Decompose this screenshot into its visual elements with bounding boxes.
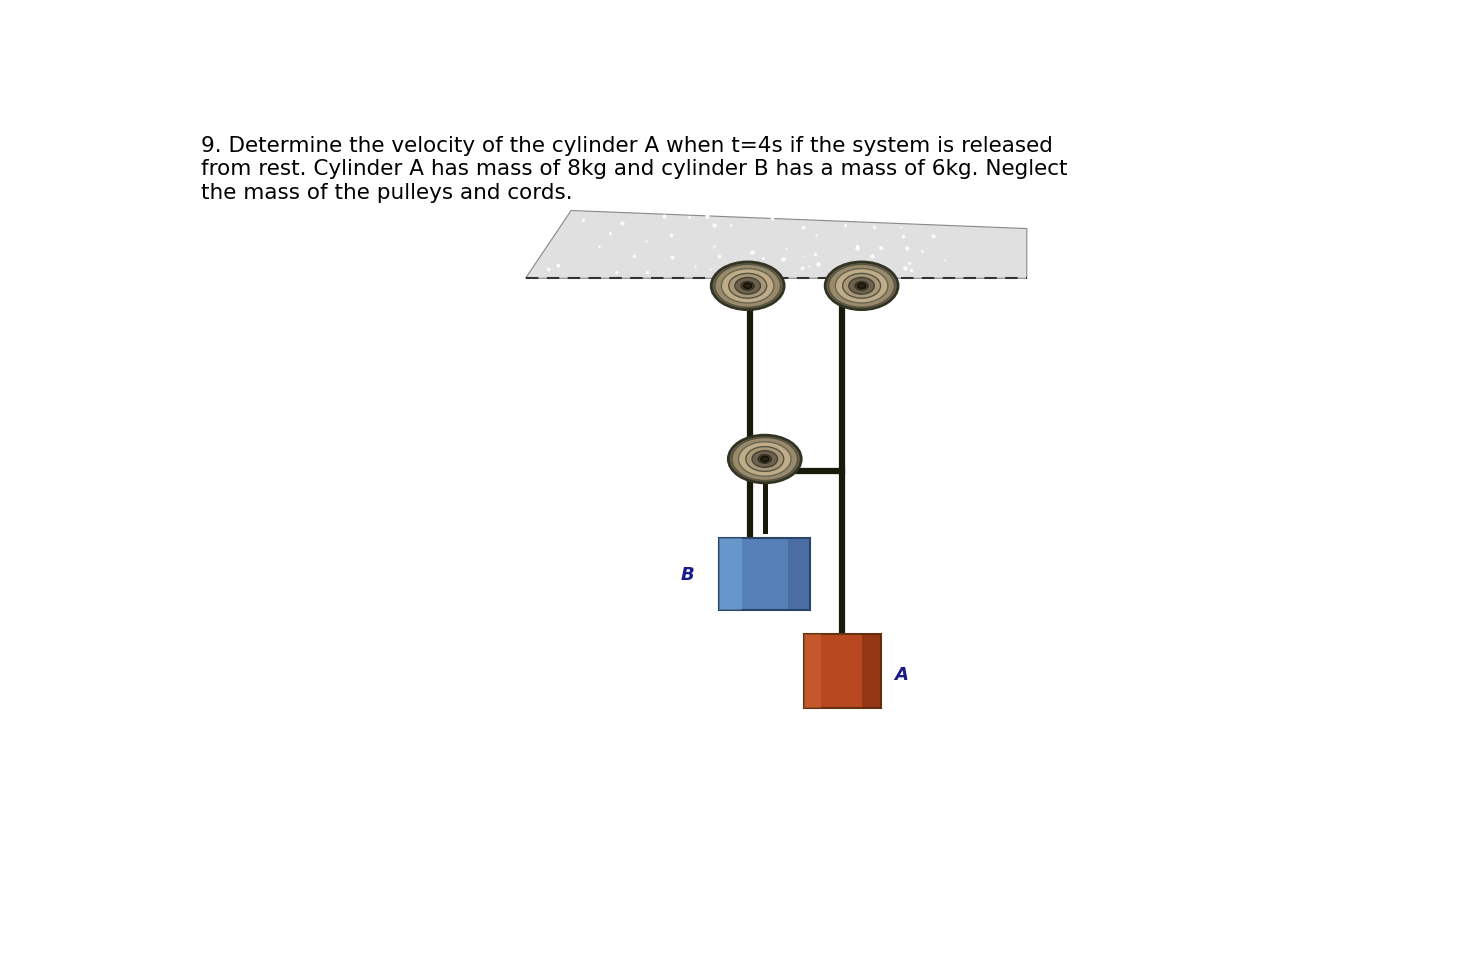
Ellipse shape <box>842 275 881 299</box>
Ellipse shape <box>722 270 773 304</box>
Ellipse shape <box>759 455 772 464</box>
Ellipse shape <box>829 265 894 308</box>
Ellipse shape <box>857 284 866 289</box>
Ellipse shape <box>753 451 778 468</box>
Ellipse shape <box>729 275 767 299</box>
Polygon shape <box>526 211 1026 279</box>
Text: A: A <box>895 665 908 684</box>
Ellipse shape <box>738 443 791 477</box>
Ellipse shape <box>732 438 798 481</box>
Bar <box>861 634 881 707</box>
Text: 9. Determine the velocity of the cylinder A when t=4s if the system is released
: 9. Determine the velocity of the cylinde… <box>201 136 1067 202</box>
Bar <box>804 634 881 707</box>
Ellipse shape <box>835 270 888 304</box>
Ellipse shape <box>711 263 784 311</box>
Ellipse shape <box>728 436 801 484</box>
Ellipse shape <box>744 284 751 289</box>
Ellipse shape <box>761 457 769 462</box>
Bar <box>719 538 810 610</box>
Bar <box>788 538 810 610</box>
Bar <box>804 634 820 707</box>
Bar <box>719 538 742 610</box>
Ellipse shape <box>735 278 760 295</box>
Ellipse shape <box>856 282 869 291</box>
Text: B: B <box>681 566 694 583</box>
Ellipse shape <box>741 282 754 291</box>
Ellipse shape <box>745 447 784 472</box>
Ellipse shape <box>848 278 875 295</box>
Ellipse shape <box>714 265 781 308</box>
Ellipse shape <box>825 263 898 311</box>
